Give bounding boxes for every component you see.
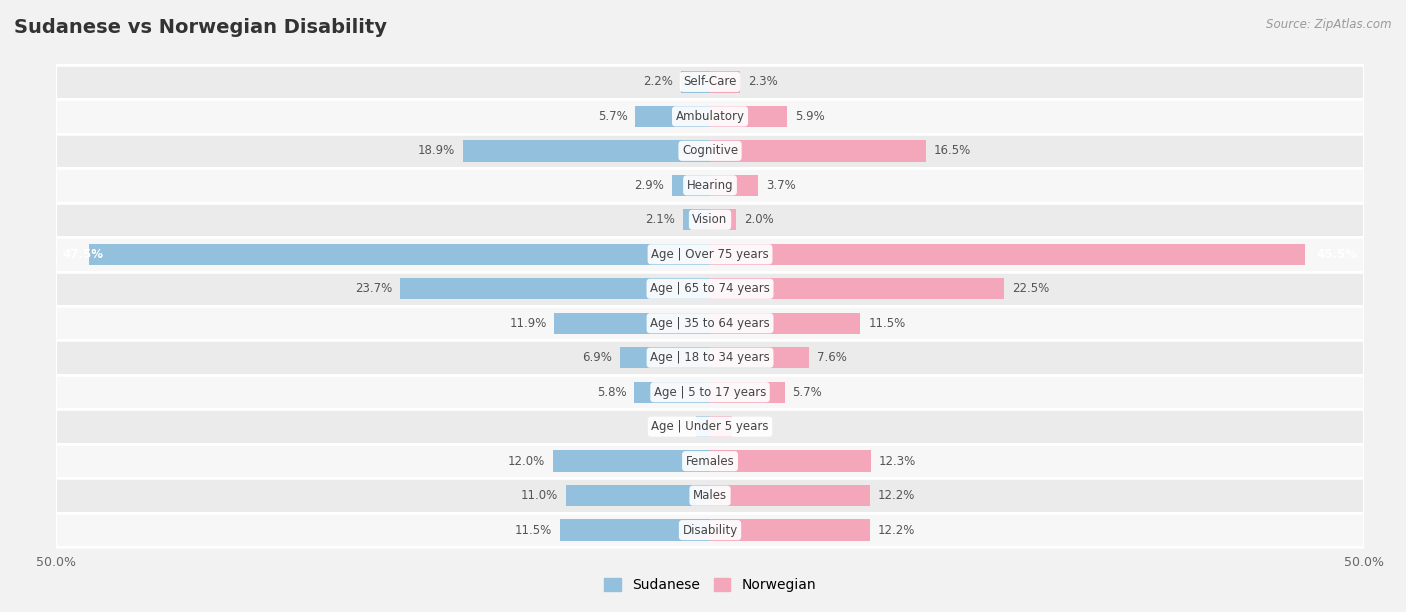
Text: Age | 35 to 64 years: Age | 35 to 64 years <box>650 317 770 330</box>
Text: 11.5%: 11.5% <box>515 524 551 537</box>
Bar <box>620 347 710 368</box>
Bar <box>682 209 710 231</box>
Text: Cognitive: Cognitive <box>682 144 738 157</box>
Bar <box>710 278 1004 299</box>
Bar <box>560 520 710 541</box>
Text: 12.2%: 12.2% <box>877 524 915 537</box>
Text: 23.7%: 23.7% <box>356 282 392 295</box>
Text: Ambulatory: Ambulatory <box>675 110 745 123</box>
Text: Source: ZipAtlas.com: Source: ZipAtlas.com <box>1267 18 1392 31</box>
Text: Vision: Vision <box>692 214 728 226</box>
Bar <box>710 106 787 127</box>
Bar <box>710 450 870 472</box>
Bar <box>56 168 1364 203</box>
Text: 5.7%: 5.7% <box>793 386 823 398</box>
Legend: Sudanese, Norwegian: Sudanese, Norwegian <box>599 573 821 598</box>
Bar <box>710 71 740 92</box>
Bar <box>463 140 710 162</box>
Text: 1.7%: 1.7% <box>740 420 770 433</box>
Text: 11.9%: 11.9% <box>509 317 547 330</box>
Bar <box>553 450 710 472</box>
Bar <box>554 313 710 334</box>
Bar <box>696 416 710 438</box>
Text: Age | 18 to 34 years: Age | 18 to 34 years <box>650 351 770 364</box>
Text: 5.8%: 5.8% <box>596 386 626 398</box>
Text: 45.5%: 45.5% <box>1316 248 1357 261</box>
Bar <box>56 479 1364 513</box>
Text: 5.9%: 5.9% <box>794 110 825 123</box>
Bar <box>636 106 710 127</box>
Text: 2.1%: 2.1% <box>645 214 675 226</box>
Text: 2.2%: 2.2% <box>644 75 673 88</box>
Text: 3.7%: 3.7% <box>766 179 796 192</box>
Text: 18.9%: 18.9% <box>418 144 456 157</box>
Bar <box>56 409 1364 444</box>
Text: Hearing: Hearing <box>686 179 734 192</box>
Text: 5.7%: 5.7% <box>598 110 627 123</box>
Bar <box>567 485 710 506</box>
Text: 7.6%: 7.6% <box>817 351 848 364</box>
Text: 2.0%: 2.0% <box>744 214 773 226</box>
Bar <box>710 416 733 438</box>
Bar <box>56 272 1364 306</box>
Text: 2.3%: 2.3% <box>748 75 778 88</box>
Bar <box>672 174 710 196</box>
Bar <box>56 133 1364 168</box>
Text: Sudanese vs Norwegian Disability: Sudanese vs Norwegian Disability <box>14 18 387 37</box>
Bar <box>682 71 710 92</box>
Text: 22.5%: 22.5% <box>1012 282 1049 295</box>
Text: Age | Under 5 years: Age | Under 5 years <box>651 420 769 433</box>
Bar <box>710 485 869 506</box>
Text: 16.5%: 16.5% <box>934 144 972 157</box>
Text: Age | 65 to 74 years: Age | 65 to 74 years <box>650 282 770 295</box>
Text: 6.9%: 6.9% <box>582 351 612 364</box>
Text: 12.2%: 12.2% <box>877 489 915 502</box>
Text: 1.1%: 1.1% <box>658 420 688 433</box>
Text: 11.0%: 11.0% <box>522 489 558 502</box>
Text: 12.0%: 12.0% <box>508 455 546 468</box>
Bar <box>710 140 925 162</box>
Text: Disability: Disability <box>682 524 738 537</box>
Bar <box>89 244 710 265</box>
Bar <box>56 513 1364 547</box>
Bar <box>56 237 1364 272</box>
Text: 11.5%: 11.5% <box>869 317 905 330</box>
Bar <box>710 209 737 231</box>
Bar <box>56 340 1364 375</box>
Bar <box>56 99 1364 133</box>
Bar <box>710 347 810 368</box>
Bar <box>56 444 1364 479</box>
Text: Males: Males <box>693 489 727 502</box>
Bar <box>56 375 1364 409</box>
Bar <box>634 381 710 403</box>
Bar <box>710 174 758 196</box>
Bar <box>56 65 1364 99</box>
Bar <box>56 306 1364 340</box>
Text: Females: Females <box>686 455 734 468</box>
Bar <box>710 313 860 334</box>
Text: Age | Over 75 years: Age | Over 75 years <box>651 248 769 261</box>
Text: 2.9%: 2.9% <box>634 179 664 192</box>
Bar <box>710 381 785 403</box>
Text: Self-Care: Self-Care <box>683 75 737 88</box>
Bar <box>401 278 710 299</box>
Bar <box>710 520 869 541</box>
Text: 12.3%: 12.3% <box>879 455 915 468</box>
Text: 47.5%: 47.5% <box>63 248 104 261</box>
Bar <box>56 203 1364 237</box>
Bar <box>710 244 1305 265</box>
Text: Age | 5 to 17 years: Age | 5 to 17 years <box>654 386 766 398</box>
